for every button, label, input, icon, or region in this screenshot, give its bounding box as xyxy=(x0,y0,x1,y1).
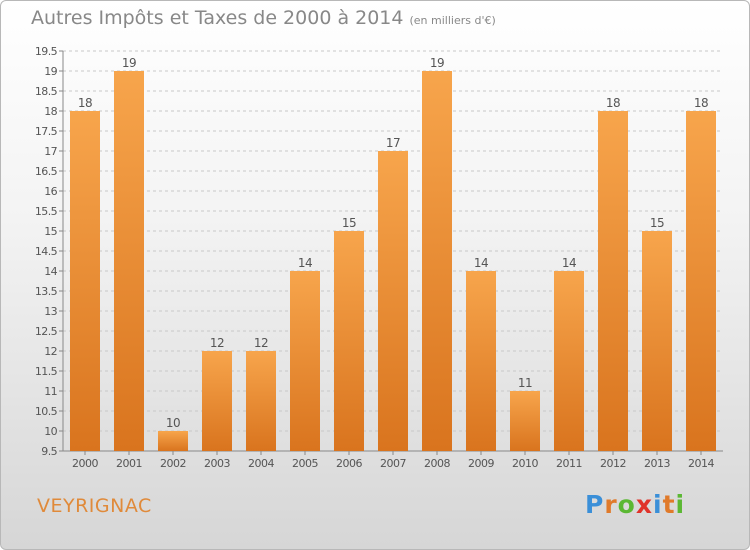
bar xyxy=(114,71,144,451)
x-tick-label: 2007 xyxy=(380,457,406,470)
logo-letter: P xyxy=(585,490,605,519)
x-tick-label: 2012 xyxy=(600,457,626,470)
x-tick-label: 2000 xyxy=(72,457,98,470)
bar xyxy=(422,71,452,451)
y-tick-label: 12.5 xyxy=(35,325,58,338)
x-tick-label: 2002 xyxy=(160,457,186,470)
logo-letter: t xyxy=(662,490,676,519)
bar-value-label: 15 xyxy=(650,216,664,230)
y-tick-label: 15 xyxy=(44,225,57,238)
bar-value-label: 19 xyxy=(430,56,444,70)
chart-title: Autres Impôts et Taxes de 2000 à 2014 (en… xyxy=(31,7,496,29)
x-tick-label: 2009 xyxy=(468,457,494,470)
y-tick-label: 11 xyxy=(44,385,57,398)
bar-value-label: 18 xyxy=(606,96,620,110)
bar xyxy=(598,111,628,451)
y-tick-label: 17.5 xyxy=(35,125,58,138)
bar-value-label: 14 xyxy=(562,256,576,270)
y-tick-label: 18 xyxy=(44,105,57,118)
x-tick-label: 2004 xyxy=(248,457,274,470)
logo-letter: o xyxy=(617,490,636,519)
bar xyxy=(334,231,364,451)
x-tick-label: 2006 xyxy=(336,457,362,470)
bar xyxy=(642,231,672,451)
y-tick-label: 10.5 xyxy=(35,405,58,418)
bar-value-label: 12 xyxy=(210,336,224,350)
y-tick-label: 11.5 xyxy=(35,365,58,378)
x-tick-label: 2014 xyxy=(688,457,714,470)
y-tick-label: 18.5 xyxy=(35,85,58,98)
bar-value-label: 18 xyxy=(78,96,92,110)
town-name: VEYRIGNAC xyxy=(37,495,152,517)
logo-letter: r xyxy=(604,490,618,519)
bar-value-label: 17 xyxy=(386,136,400,150)
bar xyxy=(70,111,100,451)
y-tick-label: 12 xyxy=(44,345,57,358)
bar xyxy=(158,431,188,451)
bar xyxy=(378,151,408,451)
y-tick-label: 10 xyxy=(44,425,57,438)
y-tick-label: 14.5 xyxy=(35,245,58,258)
y-tick-label: 15.5 xyxy=(35,205,58,218)
y-tick-label: 19.5 xyxy=(35,45,58,58)
y-tick-label: 9.5 xyxy=(41,445,57,458)
y-tick-label: 17 xyxy=(44,145,57,158)
logo-letter: i xyxy=(653,490,663,519)
logo-letter: x xyxy=(635,490,653,519)
y-tick-label: 14 xyxy=(44,265,57,278)
bar xyxy=(202,351,232,451)
bar-value-label: 18 xyxy=(694,96,708,110)
x-tick-label: 2008 xyxy=(424,457,450,470)
chart-title-unit: (en milliers d'€) xyxy=(409,14,496,27)
bar-value-label: 11 xyxy=(518,376,532,390)
bar xyxy=(246,351,276,451)
chart-title-text: Autres Impôts et Taxes de 2000 à 2014 xyxy=(31,7,404,29)
y-tick-label: 19 xyxy=(44,65,57,78)
x-tick-label: 2013 xyxy=(644,457,670,470)
x-tick-label: 2010 xyxy=(512,457,538,470)
x-tick-label: 2005 xyxy=(292,457,318,470)
x-tick-label: 2003 xyxy=(204,457,230,470)
bar-value-label: 12 xyxy=(254,336,268,350)
x-tick-label: 2011 xyxy=(556,457,582,470)
bar xyxy=(554,271,584,451)
y-tick-label: 16 xyxy=(44,185,57,198)
y-tick-label: 13 xyxy=(44,305,57,318)
x-tick-label: 2001 xyxy=(116,457,142,470)
bar xyxy=(686,111,716,451)
bar-value-label: 14 xyxy=(474,256,488,270)
bar-value-label: 19 xyxy=(122,56,136,70)
y-tick-label: 13.5 xyxy=(35,285,58,298)
bar-value-label: 10 xyxy=(166,416,180,430)
logo-letter: i xyxy=(675,490,686,519)
bar-value-label: 15 xyxy=(342,216,356,230)
bar xyxy=(290,271,320,451)
bar xyxy=(510,391,540,451)
proxiti-logo: Proxiti xyxy=(585,490,685,519)
y-tick-label: 16.5 xyxy=(35,165,58,178)
bar xyxy=(466,271,496,451)
bar-value-label: 14 xyxy=(298,256,312,270)
